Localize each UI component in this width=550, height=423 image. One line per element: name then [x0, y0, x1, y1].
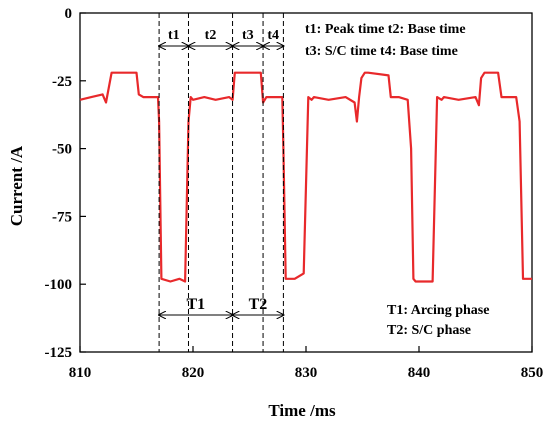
x-axis-title: Time /ms	[268, 401, 336, 420]
t2-span-label: t2	[205, 28, 217, 43]
y-tick-label: 0	[65, 6, 73, 22]
t1-span-label: t1	[168, 28, 180, 43]
t3-span-label: t3	[242, 28, 254, 43]
current-series-line	[79, 71, 532, 283]
y-tick-label: -25	[52, 74, 72, 90]
x-tick-label: 840	[408, 365, 431, 381]
x-tick-label: 820	[182, 365, 205, 381]
y-tick-label: -75	[52, 209, 72, 225]
plot-area: 810 820 830 840 850 0 -25 -50 -75 -100 -125 t1 t2 t3 t…	[45, 6, 544, 381]
legend-bottom-line1: T1: Arcing phase	[387, 303, 489, 318]
y-tick-label: -50	[52, 142, 72, 158]
x-tick-label: 850	[521, 365, 544, 381]
T2-span-label: T2	[249, 296, 268, 313]
legend-bottom-line2: T2: S/C phase	[387, 323, 471, 338]
y-axis-title: Current /A	[7, 145, 26, 226]
legend-top-line2: t3: S/C time t4: Base time	[305, 44, 458, 59]
y-tick-label: -100	[45, 277, 73, 293]
T1-span-label: T1	[186, 296, 205, 313]
t4-span-label: t4	[267, 28, 279, 43]
legend-top-line1: t1: Peak time t2: Base time	[305, 22, 466, 37]
x-tick-label: 810	[69, 365, 92, 381]
x-tick-label: 830	[295, 365, 318, 381]
y-tick-label: -125	[45, 345, 73, 361]
